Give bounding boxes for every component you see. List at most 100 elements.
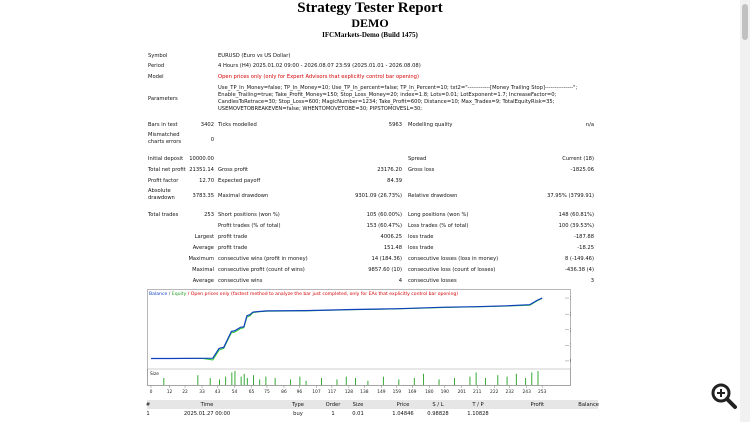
x-tick-label: 180 [425, 389, 434, 395]
legend-note: / Open prices only (fastest method to an… [186, 291, 458, 297]
deposit-label: Initial deposit [148, 156, 184, 162]
size-bar [290, 379, 292, 385]
size-bar [475, 372, 477, 385]
x-tick-label: 22 [182, 389, 188, 395]
table-cell: 1.10828 [467, 411, 489, 417]
quality-value: n/a [585, 122, 594, 128]
size-bar [531, 372, 533, 385]
x-tick-label: 211 [473, 389, 482, 395]
x-tick-label: 75 [264, 389, 270, 395]
size-bar [321, 378, 322, 385]
x-tick-label: 243 [523, 389, 532, 395]
largest-profit-label: profit trade [218, 234, 248, 240]
largest-loss-value: -187.88 [573, 234, 594, 240]
relative-drawdown-value: 37.95% (3799.91) [547, 193, 594, 199]
table-header-cell: T / P [472, 401, 484, 408]
average-loss-value: -18.25 [577, 245, 594, 251]
x-tick-label: 222 [490, 389, 499, 395]
table-cell: 1.04846 [392, 411, 414, 417]
gross-loss-label: Gross loss [408, 167, 435, 173]
table-header-cell: Order [325, 401, 341, 408]
deposit-value: 10000.00 [189, 156, 214, 162]
balance-chart: 31222 25550 20077 14604 9132 0 12 22 33 43 54 65 75… [147, 289, 584, 399]
x-tick-label: 12 [167, 389, 173, 395]
table-header-cell: Time [200, 401, 214, 408]
symbol-value: EURUSD (Euro vs US Dollar) [218, 53, 291, 59]
size-bar [299, 376, 301, 385]
report-title: Strategy Tester Report [297, 0, 443, 16]
average-consecutive-wins-label: consecutive wins [218, 278, 263, 284]
size-bar [484, 378, 486, 385]
average-consecutive-wins-value: 4 [398, 278, 402, 284]
total-trades-value: 253 [204, 212, 214, 218]
table-cell: 0.01 [352, 411, 364, 417]
x-tick-label: 86 [281, 389, 287, 395]
table-header-cell: Balance [578, 401, 599, 408]
short-positions-label: Short positions (won %) [218, 212, 280, 218]
size-bar [345, 376, 347, 385]
y-tick-label: 9132 [570, 358, 571, 364]
size-bar [234, 371, 236, 385]
table-cell: 2025.01.27 00:00 [183, 411, 231, 417]
ticks-value: 5963 [388, 122, 402, 128]
x-tick-label: 117 [328, 389, 337, 395]
x-tick-label: 253 [538, 389, 547, 395]
symbol-label: Symbol [148, 53, 168, 59]
table-cell: 1 [146, 411, 150, 417]
size-bar [438, 379, 440, 385]
absolute-drawdown-value: 3783.35 [192, 193, 214, 199]
table-cell: 1 [331, 411, 335, 417]
average-profit-label: profit trade [218, 245, 248, 251]
profit-trades-label: Profit trades (% of total) [218, 223, 281, 229]
maximal-consecutive-loss-value: -436.38 (4) [564, 267, 594, 273]
size-bar [469, 376, 471, 385]
x-tick-label: 149 [377, 389, 386, 395]
vertical-scrollbar[interactable] [740, 0, 750, 422]
y-tick-label: 20077 [570, 327, 571, 333]
ticks-label: Ticks modelled [218, 122, 257, 128]
x-tick-label: 65 [249, 389, 255, 395]
size-bar [515, 373, 517, 385]
total-trades-label: Total trades [148, 212, 179, 218]
y-tick-label: 25550 [570, 312, 571, 318]
server-name: IFCMarkets-Demo (Build 1475) [322, 31, 418, 39]
model-value: Open prices only (only for Expert Adviso… [218, 74, 419, 80]
size-bar [274, 378, 276, 385]
gross-loss-value: -1825.06 [570, 167, 594, 173]
loss-trades-label: Loss trades (% of total) [408, 223, 469, 229]
zoom-button[interactable] [710, 382, 738, 410]
report-subtitle: DEMO [351, 16, 389, 30]
maximum-label: Maximum [188, 256, 214, 262]
spread-value: Current (18) [562, 156, 594, 162]
size-bar [243, 373, 245, 385]
legend-separator: / [167, 291, 171, 297]
scrollbar-thumb[interactable] [742, 4, 748, 40]
largest-loss-label: loss trade [408, 234, 434, 240]
svg-text:Balance / Equity / Open prices: Balance / Equity / Open prices only (fas… [149, 291, 458, 297]
net-profit-value: 21351.14 [189, 167, 214, 173]
period-label: Period [148, 63, 165, 69]
size-bar [454, 378, 455, 385]
bars-value: 3402 [200, 122, 214, 128]
size-bar [246, 378, 248, 385]
average2-label: Average [192, 278, 214, 284]
size-bar [259, 379, 261, 385]
size-bar [355, 378, 356, 385]
mismatch-label: Mismatched charts errors [148, 132, 182, 145]
x-tick-label: 0 [150, 389, 153, 395]
table-header-cell: S / L [432, 401, 444, 408]
max-consecutive-losses-value: 8 (-149.46) [564, 256, 594, 262]
average-profit-value: 151.48 [383, 245, 402, 251]
x-tick-label: 169 [408, 389, 417, 395]
trades-table-header [147, 400, 598, 409]
zoom-in-icon [711, 383, 737, 409]
max-consecutive-losses-label: consecutive losses (loss in money) [408, 256, 499, 262]
size-bar [219, 379, 220, 385]
y-tick-label: 14604 [570, 343, 571, 349]
spread-label: Spread [408, 156, 427, 162]
table-header-cell: # [145, 401, 151, 408]
max-consecutive-wins-value: 14 (184.36) [371, 256, 402, 262]
maximal-drawdown-label: Maximal drawdown [218, 193, 269, 199]
largest-label: Largest [194, 234, 214, 240]
size-bar [506, 376, 508, 385]
